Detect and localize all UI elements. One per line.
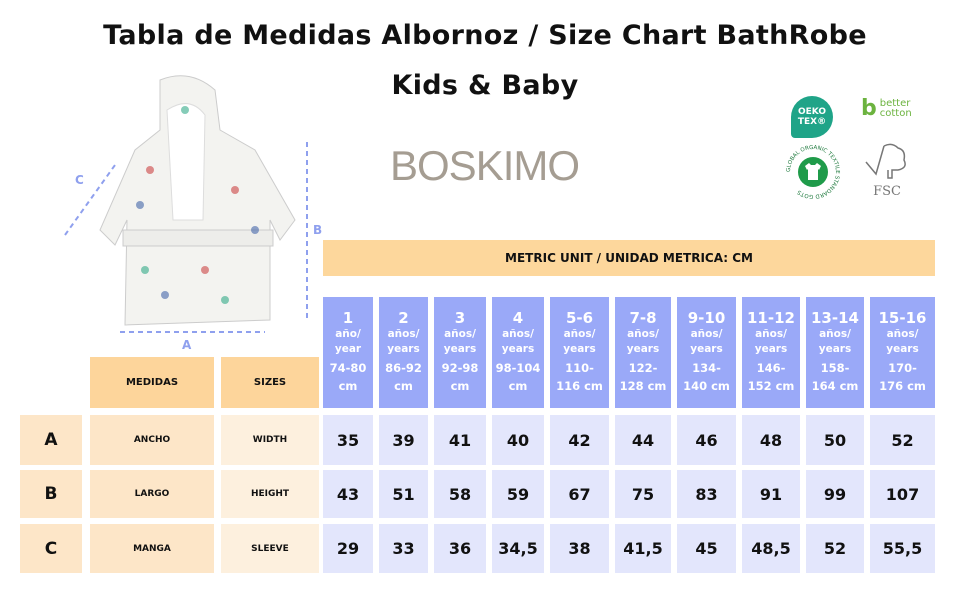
measurement-cell: 48: [742, 415, 800, 465]
age-unit: año/ year: [334, 328, 362, 355]
measurement-cell: 29: [323, 524, 373, 573]
measurement-cell: 91: [742, 470, 800, 518]
height-range: 122-128 cm: [619, 361, 667, 393]
gots-logo: GLOBAL ORGANIC TEXTILE STANDARD GOTS: [786, 145, 840, 199]
age-column-header: 11-12 años/ years 146-152 cm: [742, 297, 800, 408]
measurement-cell: 107: [870, 470, 935, 518]
measurement-cell: 99: [806, 470, 864, 518]
medidas-header: MEDIDAS: [90, 357, 214, 408]
metric-unit-banner: METRIC UNIT / UNIDAD METRICA: CM: [323, 240, 935, 276]
bathrobe-illustration: [64, 75, 308, 333]
measurement-cell: 75: [615, 470, 671, 518]
height-range: 146-152 cm: [747, 361, 795, 393]
measurement-cell: 36: [434, 524, 486, 573]
age-column-header: 3 años/ years 92-98 cm: [434, 297, 486, 408]
dimension-label-a: A: [182, 338, 192, 352]
age: 9-10: [687, 309, 726, 327]
age-unit: años/ years: [818, 328, 852, 355]
measurement-cell: 33: [379, 524, 428, 573]
measurement-cell: 35: [323, 415, 373, 465]
row-letter: C: [20, 524, 82, 573]
better-cotton-icon: b: [861, 96, 877, 121]
measurement-cell: 55,5: [870, 524, 935, 573]
dimension-label-b: B: [313, 223, 323, 237]
height-range: 170-176 cm: [879, 361, 926, 393]
age-unit: años/ years: [443, 328, 477, 355]
measurement-cell: 59: [492, 470, 544, 518]
age-column-header: 2 años/ years 86-92 cm: [379, 297, 428, 408]
row-size: HEIGHT: [221, 470, 319, 518]
measurement-cell: 39: [379, 415, 428, 465]
age: 13-14: [811, 309, 859, 327]
age: 15-16: [878, 309, 927, 327]
age-column-header: 13-14 años/ years 158-164 cm: [806, 297, 864, 408]
height-range: 92-98 cm: [441, 361, 479, 393]
height-range: 86-92 cm: [385, 361, 422, 393]
measurement-cell: 67: [550, 470, 609, 518]
row-medida: MANGA: [90, 524, 214, 573]
page-title: Tabla de Medidas Albornoz / Size Chart B…: [103, 20, 867, 51]
height-range: 74-80 cm: [329, 361, 367, 393]
age: 3: [454, 309, 466, 327]
oeko-tex-logo: OEKO TEX®: [791, 96, 833, 138]
height-range: 110-116 cm: [556, 361, 603, 393]
age-unit: años/ years: [690, 328, 723, 355]
age-column-header: 9-10 años/ years 134-140 cm: [677, 297, 736, 408]
tree-check-icon: [865, 143, 906, 179]
age: 1: [342, 309, 354, 327]
row-medida: ANCHO: [90, 415, 214, 465]
age-unit: años/ years: [387, 328, 420, 355]
measurement-cell: 42: [550, 415, 609, 465]
age-unit: años/ years: [501, 328, 535, 355]
age-column-header: 7-8 años/ years 122-128 cm: [615, 297, 671, 408]
row-size: WIDTH: [221, 415, 319, 465]
measurement-cell: 38: [550, 524, 609, 573]
age: 11-12: [747, 309, 795, 327]
age-column-header: 5-6 años/ years 110-116 cm: [550, 297, 609, 408]
measurement-cell: 50: [806, 415, 864, 465]
age-column-header: 15-16 años/ years 170-176 cm: [870, 297, 935, 408]
age: 2: [398, 309, 409, 327]
measurement-cell: 41: [434, 415, 486, 465]
measurement-cell: 41,5: [615, 524, 671, 573]
row-letter: A: [20, 415, 82, 465]
measurement-cell: 83: [677, 470, 736, 518]
height-range: 158-164 cm: [811, 361, 859, 393]
age-unit: años/ years: [886, 328, 919, 355]
row-size: SLEEVE: [221, 524, 319, 573]
age-column-header: 4 años/ years 98-104 cm: [492, 297, 544, 408]
measurement-cell: 45: [677, 524, 736, 573]
row-medida: LARGO: [90, 470, 214, 518]
brand-logo: BOSKIMO: [390, 142, 580, 189]
height-range: 134-140 cm: [683, 361, 730, 393]
sizes-header: SIZES: [221, 357, 319, 408]
measurement-cell: 58: [434, 470, 486, 518]
shirt-icon: [805, 163, 821, 180]
measurement-cell: 40: [492, 415, 544, 465]
age: 5-6: [565, 309, 594, 327]
age: 7-8: [629, 309, 657, 327]
dimension-label-c: C: [75, 173, 84, 187]
measurement-cell: 43: [323, 470, 373, 518]
age-unit: años/ years: [563, 328, 596, 355]
fsc-logo: FSC: [862, 140, 912, 199]
height-range: 98-104 cm: [495, 361, 541, 393]
age-unit: años/ years: [626, 328, 660, 355]
better-cotton-logo: b better cotton: [861, 96, 912, 121]
page-subtitle: Kids & Baby: [391, 70, 579, 101]
measurement-cell: 52: [806, 524, 864, 573]
measurement-cell: 48,5: [742, 524, 800, 573]
measurement-cell: 44: [615, 415, 671, 465]
row-letter: B: [20, 470, 82, 518]
age-column-header: 1 año/ year 74-80 cm: [323, 297, 373, 408]
measurement-cell: 46: [677, 415, 736, 465]
age-unit: años/ years: [754, 328, 788, 355]
measurement-cell: 51: [379, 470, 428, 518]
measurement-cell: 34,5: [492, 524, 544, 573]
measurement-cell: 52: [870, 415, 935, 465]
age: 4: [512, 309, 524, 327]
